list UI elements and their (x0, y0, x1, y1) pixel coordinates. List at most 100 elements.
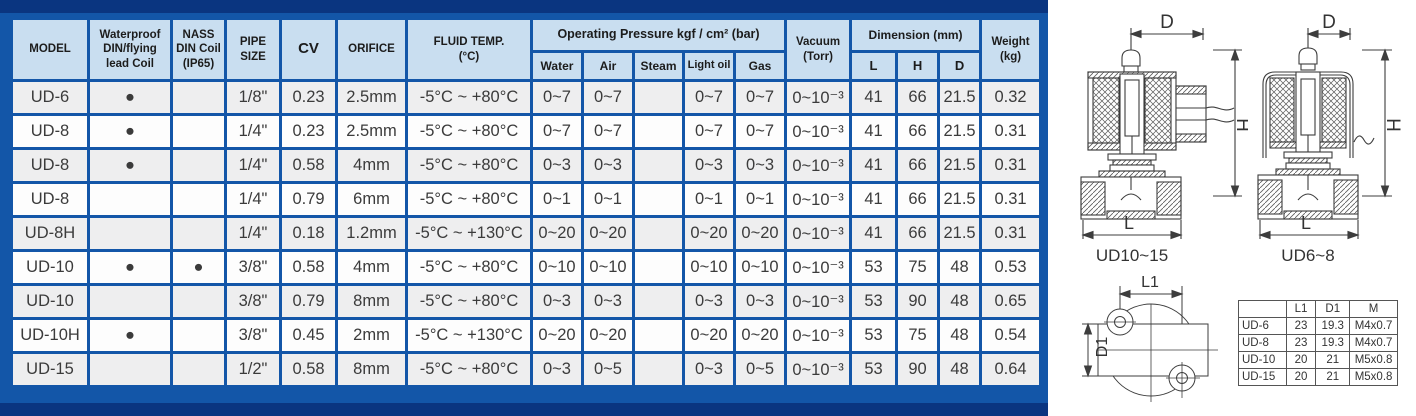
pressure-light-oil-cell: 0~7 (685, 82, 733, 113)
pressure-light-oil-cell: 0~3 (685, 150, 733, 181)
model-cell: UD-8H (13, 218, 87, 249)
mount-col-blank (1238, 300, 1287, 318)
panel-body: MODEL Waterproof DIN/flying lead Coil NA… (0, 13, 1048, 403)
mount-m-cell: M5x0.8 (1349, 351, 1398, 369)
dim-l-cell: 41 (852, 218, 896, 249)
fluid-temp-cell: -5°C ~ +80°C (408, 286, 530, 317)
spec-table-row: UD-8H 1/4" 0.18 1.2mm -5°C ~ +130°C 0~20… (13, 218, 1040, 249)
col-header-model: MODEL (13, 20, 87, 79)
dim-label-d1: D1 (1094, 337, 1111, 358)
col-header-nass-coil: NASS DIN Coil (IP65) (173, 20, 224, 79)
pressure-gas-cell: 0~1 (736, 184, 785, 215)
mount-col-l1: L1 (1285, 300, 1317, 318)
pipe-size-cell: 1/4" (227, 218, 279, 249)
fluid-temp-cell: -5°C ~ +130°C (408, 320, 530, 351)
vacuum-cell: 0~10⁻³ (787, 150, 850, 181)
valve-section-drawing-ud10-15: D H L UD10~15 (1080, 12, 1248, 265)
cv-cell: 0.79 (282, 286, 335, 317)
dim-h-cell: 66 (898, 82, 938, 113)
mount-d1-cell: 21 (1315, 368, 1351, 386)
dim-h-cell: 66 (898, 116, 938, 147)
orifice-cell: 4mm (338, 252, 405, 283)
dim-l-cell: 53 (852, 286, 896, 317)
cv-cell: 0.79 (282, 184, 335, 215)
pressure-light-oil-cell: 0~10 (685, 252, 733, 283)
nass-coil-dot-cell (173, 218, 224, 249)
dim-h-cell: 90 (898, 286, 938, 317)
weight-cell: 0.53 (982, 252, 1040, 283)
pressure-air-cell: 0~1 (584, 184, 632, 215)
col-header-cv: CV (282, 20, 335, 79)
spec-table-body: UD-6 ● 1/8" 0.23 2.5mm -5°C ~ +80°C 0~7 … (13, 82, 1040, 385)
mount-l1-cell: 23 (1285, 317, 1317, 335)
waterproof-coil-dot-cell (90, 286, 170, 317)
dim-label-l: L (1124, 213, 1134, 233)
waterproof-coil-dot-cell (90, 184, 170, 215)
dim-d-cell: 21.5 (940, 116, 980, 147)
orifice-cell: 4mm (338, 150, 405, 181)
dim-h-cell: 90 (898, 354, 938, 385)
col-header-waterproof-coil: Waterproof DIN/flying lead Coil (90, 20, 170, 79)
cv-cell: 0.58 (282, 150, 335, 181)
dim-d-cell: 21.5 (940, 184, 980, 215)
pressure-steam-cell (635, 82, 682, 113)
dim-d-cell: 48 (940, 354, 980, 385)
dim-l-cell: 53 (852, 320, 896, 351)
col-header-light-oil: Light oil (685, 53, 733, 79)
dim-d-cell: 48 (940, 320, 980, 351)
valve-caption-ud10-15: UD10~15 (1096, 246, 1168, 265)
weight-cell: 0.31 (982, 184, 1040, 215)
dim-l-cell: 41 (852, 150, 896, 181)
mount-l1-cell: 20 (1285, 351, 1317, 369)
col-header-orifice: ORIFICE (338, 20, 405, 79)
spec-table-row: UD-8 1/4" 0.79 6mm -5°C ~ +80°C 0~1 0~1 … (13, 184, 1040, 215)
pressure-steam-cell (635, 286, 682, 317)
waterproof-coil-dot-cell: ● (90, 320, 170, 351)
mount-m-cell: M4x0.7 (1349, 334, 1398, 352)
pressure-steam-cell (635, 150, 682, 181)
dim-d-cell: 21.5 (940, 82, 980, 113)
spec-table-row: UD-8 ● 1/4" 0.23 2.5mm -5°C ~ +80°C 0~7 … (13, 116, 1040, 147)
col-header-weight: Weight (kg) (982, 20, 1040, 79)
mount-model-cell: UD-10 (1238, 351, 1287, 369)
nass-coil-dot-cell (173, 286, 224, 317)
orifice-cell: 2.5mm (338, 82, 405, 113)
pressure-steam-cell (635, 320, 682, 351)
vacuum-cell: 0~10⁻³ (787, 354, 850, 385)
mounting-top-view-drawing: L1 D1 (1082, 274, 1218, 402)
orifice-cell: 6mm (338, 184, 405, 215)
weight-cell: 0.31 (982, 218, 1040, 249)
vacuum-cell: 0~10⁻³ (787, 286, 850, 317)
pressure-air-cell: 0~20 (584, 320, 632, 351)
pressure-light-oil-cell: 0~3 (685, 354, 733, 385)
valve-caption-ud6-8: UD6~8 (1281, 246, 1334, 265)
dim-l-cell: 41 (852, 116, 896, 147)
vacuum-cell: 0~10⁻³ (787, 184, 850, 215)
waterproof-coil-dot-cell: ● (90, 252, 170, 283)
pipe-size-cell: 3/8" (227, 320, 279, 351)
orifice-cell: 2mm (338, 320, 405, 351)
mount-m-cell: M4x0.7 (1349, 317, 1398, 335)
nass-coil-dot-cell (173, 116, 224, 147)
cv-cell: 0.58 (282, 354, 335, 385)
weight-cell: 0.64 (982, 354, 1040, 385)
cv-cell: 0.23 (282, 82, 335, 113)
dim-label-l: L (1301, 213, 1311, 233)
cv-cell: 0.45 (282, 320, 335, 351)
dim-l-cell: 53 (852, 354, 896, 385)
dim-h-cell: 75 (898, 320, 938, 351)
weight-cell: 0.65 (982, 286, 1040, 317)
pressure-gas-cell: 0~20 (736, 218, 785, 249)
mount-d1-cell: 19.3 (1315, 317, 1351, 335)
orifice-cell: 8mm (338, 286, 405, 317)
waterproof-coil-dot-cell: ● (90, 82, 170, 113)
model-cell: UD-6 (13, 82, 87, 113)
pipe-size-cell: 3/8" (227, 286, 279, 317)
nass-coil-dot-cell (173, 184, 224, 215)
spec-panel: MODEL Waterproof DIN/flying lead Coil NA… (0, 0, 1048, 416)
model-cell: UD-10H (13, 320, 87, 351)
vacuum-cell: 0~10⁻³ (787, 252, 850, 283)
weight-line2: (kg) (1000, 50, 1022, 63)
model-cell: UD-10 (13, 252, 87, 283)
